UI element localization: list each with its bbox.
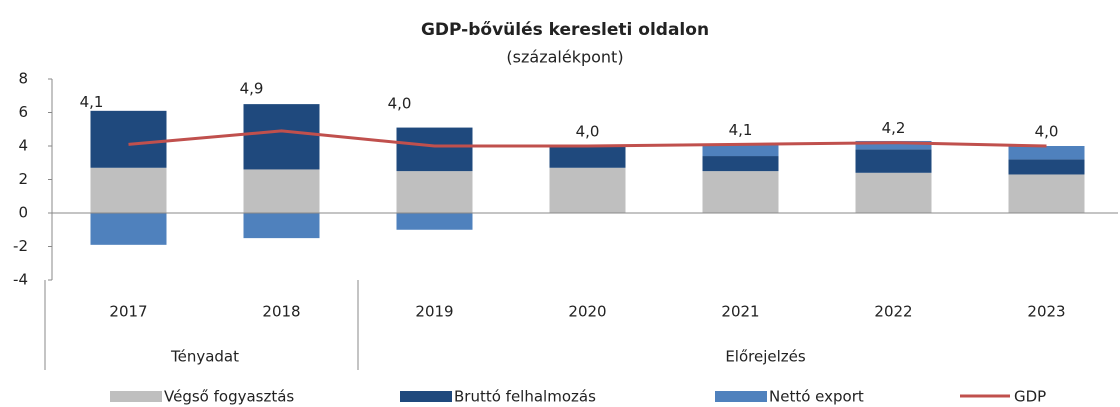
x-tick-label: 2023 [1027, 303, 1065, 321]
legend-label: Nettó export [769, 388, 864, 406]
bar [549, 167, 626, 213]
x-tick-label: 2018 [262, 303, 300, 321]
chart-title: GDP-bővülés keresleti oldalon [421, 20, 709, 40]
legend-label: Bruttó felhalmozás [454, 388, 596, 406]
bar [90, 167, 167, 213]
bar [243, 169, 320, 213]
bar [243, 213, 320, 239]
y-tick-label: 4 [18, 137, 28, 155]
data-label: 4,2 [882, 119, 906, 137]
legend-swatch [110, 391, 162, 402]
bar [396, 171, 473, 213]
bar [855, 149, 932, 173]
data-label: 4,0 [576, 123, 600, 141]
line [128, 129, 1047, 148]
data-label: 4,1 [729, 121, 753, 139]
bar [855, 140, 932, 150]
y-tick-label: 2 [18, 170, 28, 188]
x-tick-label: 2017 [109, 303, 147, 321]
bar [1008, 174, 1085, 213]
legend-swatch [715, 391, 767, 402]
chart-subtitle: (százalékpont) [506, 48, 623, 67]
bar [702, 156, 779, 172]
y-tick-label: -2 [13, 237, 28, 255]
x-tick-label: 2021 [721, 303, 759, 321]
bar [702, 144, 779, 157]
group-label: Előrejelzés [725, 348, 806, 366]
y-tick-label: 0 [18, 204, 28, 222]
y-tick-label: -4 [13, 271, 28, 289]
bar [90, 110, 167, 168]
data-label: 4,9 [240, 79, 264, 97]
bar [90, 213, 167, 245]
bar [702, 171, 779, 213]
bar [549, 146, 626, 168]
x-tick-label: 2022 [874, 303, 912, 321]
bar [1008, 159, 1085, 175]
bar [243, 104, 320, 170]
x-tick-label: 2020 [568, 303, 606, 321]
legend-swatch [400, 391, 452, 402]
data-label: 4,0 [1035, 123, 1059, 141]
bar [396, 213, 473, 230]
legend-label: GDP [1014, 388, 1046, 406]
y-tick-label: 6 [18, 103, 28, 121]
data-label: 4,1 [80, 93, 104, 111]
data-label: 4,0 [388, 95, 412, 113]
legend-label: Végső fogyasztás [164, 388, 294, 406]
bar [396, 127, 473, 172]
bar [855, 172, 932, 213]
bar [1008, 146, 1085, 160]
y-tick-label: 8 [18, 70, 28, 88]
group-label: Tényadat [170, 348, 239, 366]
x-tick-label: 2019 [415, 303, 453, 321]
